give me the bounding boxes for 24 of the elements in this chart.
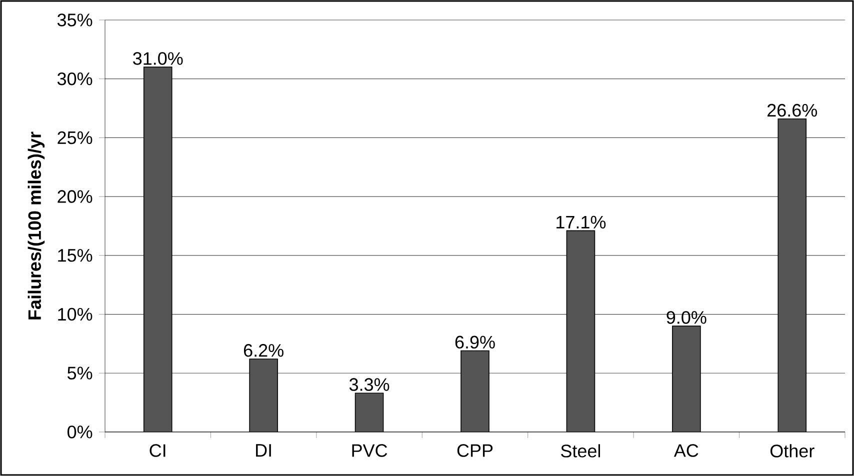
data-label: 31.0% [133,52,183,65]
y-tick-label: 10% [58,308,92,321]
y-tick-label: 35% [57,14,92,26]
data-label: 6.2% [244,344,284,357]
data-label: 6.9% [455,336,495,349]
y-tick-label: 30% [57,72,92,86]
x-tick-label: CI [150,444,166,457]
x-tick-label: CPP [457,444,493,457]
y-tick-label: 15% [58,249,92,262]
x-tick-label: DI [256,444,271,457]
data-label: 26.6% [768,104,818,117]
x-tick-label: Steel [561,444,600,458]
y-tick-label: 20% [58,190,92,203]
data-label: 3.3% [349,378,390,391]
y-axis-title: Failures/(100 miles)/yr [28,132,45,320]
y-tick-label: 5% [68,366,92,380]
x-tick-label: Other [770,444,814,458]
bar [354,392,384,432]
x-tick-label: PVC [352,444,388,457]
data-label: 9.0% [666,311,706,324]
y-tick-label: 25% [58,131,92,144]
y-tick-label: 0% [68,426,92,438]
data-label: 17.1% [556,216,606,228]
x-tick-label: AC [674,444,698,457]
